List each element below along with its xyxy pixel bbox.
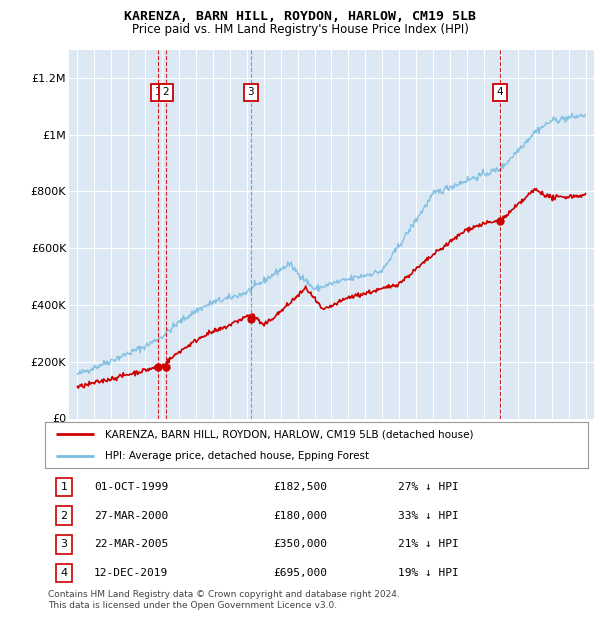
Text: 4: 4 (61, 568, 68, 578)
Text: 3: 3 (247, 87, 254, 97)
Text: 22-MAR-2005: 22-MAR-2005 (94, 539, 168, 549)
Text: 27% ↓ HPI: 27% ↓ HPI (398, 482, 459, 492)
Text: 21% ↓ HPI: 21% ↓ HPI (398, 539, 459, 549)
Text: 3: 3 (61, 539, 68, 549)
Text: £695,000: £695,000 (273, 568, 327, 578)
Text: 1: 1 (155, 87, 161, 97)
Text: 01-OCT-1999: 01-OCT-1999 (94, 482, 168, 492)
Text: 2: 2 (61, 511, 68, 521)
Text: 2: 2 (163, 87, 169, 97)
Text: Price paid vs. HM Land Registry's House Price Index (HPI): Price paid vs. HM Land Registry's House … (131, 23, 469, 36)
Text: Contains HM Land Registry data © Crown copyright and database right 2024.: Contains HM Land Registry data © Crown c… (48, 590, 400, 600)
Text: 12-DEC-2019: 12-DEC-2019 (94, 568, 168, 578)
Text: This data is licensed under the Open Government Licence v3.0.: This data is licensed under the Open Gov… (48, 601, 337, 611)
Text: KARENZA, BARN HILL, ROYDON, HARLOW, CM19 5LB (detached house): KARENZA, BARN HILL, ROYDON, HARLOW, CM19… (105, 429, 473, 439)
Text: HPI: Average price, detached house, Epping Forest: HPI: Average price, detached house, Eppi… (105, 451, 369, 461)
Text: 33% ↓ HPI: 33% ↓ HPI (398, 511, 459, 521)
Text: £350,000: £350,000 (273, 539, 327, 549)
Text: 4: 4 (497, 87, 503, 97)
Text: 1: 1 (61, 482, 68, 492)
Text: £180,000: £180,000 (273, 511, 327, 521)
Text: KARENZA, BARN HILL, ROYDON, HARLOW, CM19 5LB: KARENZA, BARN HILL, ROYDON, HARLOW, CM19… (124, 10, 476, 23)
Text: 19% ↓ HPI: 19% ↓ HPI (398, 568, 459, 578)
Text: £182,500: £182,500 (273, 482, 327, 492)
Text: 27-MAR-2000: 27-MAR-2000 (94, 511, 168, 521)
